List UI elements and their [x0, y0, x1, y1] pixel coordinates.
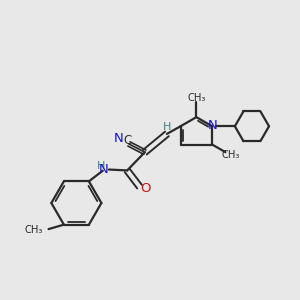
- Text: H: H: [97, 161, 105, 171]
- Text: CH₃: CH₃: [187, 93, 206, 103]
- Text: N: N: [208, 119, 218, 133]
- Text: CH₃: CH₃: [222, 150, 240, 160]
- Text: N: N: [99, 163, 109, 176]
- Text: N: N: [113, 131, 123, 145]
- Text: O: O: [140, 182, 151, 195]
- Text: H: H: [163, 122, 172, 132]
- Text: CH₃: CH₃: [25, 225, 43, 235]
- Text: C: C: [123, 134, 132, 147]
